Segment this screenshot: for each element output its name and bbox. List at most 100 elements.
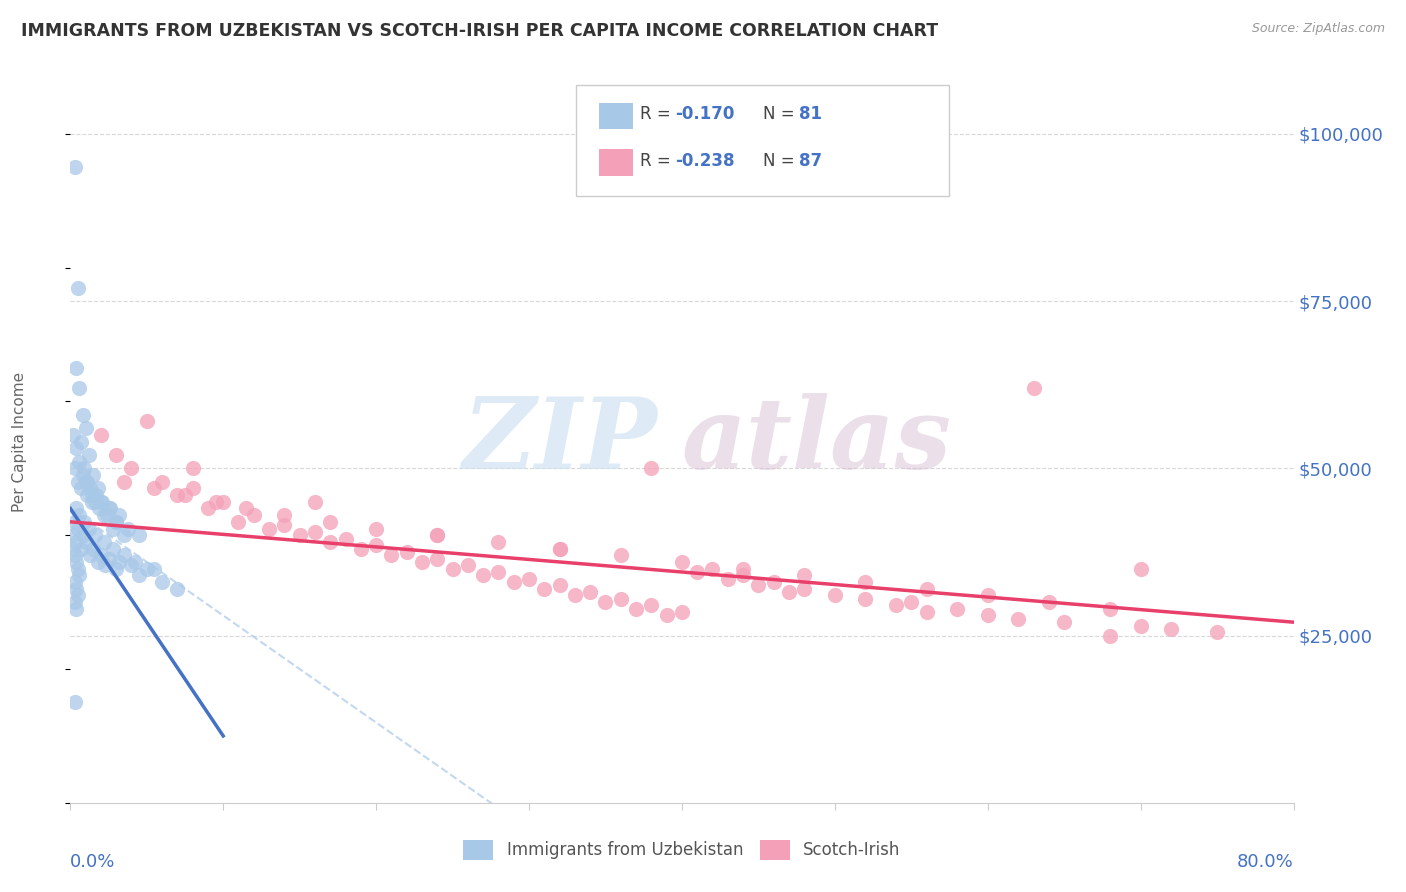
Point [411,555,433,569]
Text: 81: 81 [799,105,821,123]
Point [62,528,84,542]
Point [640,599,662,613]
Point [66,475,89,489]
Point [472,568,495,582]
Legend: Immigrants from Uzbekistan, Scotch-Irish: Immigrants from Uzbekistan, Scotch-Irish [457,833,907,867]
Point [731,568,754,582]
Point [366,521,388,535]
Point [150,475,173,489]
Point [98,501,121,516]
Point [793,568,815,582]
Point [82,467,104,482]
Point [143,562,166,576]
Point [135,562,157,576]
Text: -0.238: -0.238 [675,152,734,169]
Point [70,482,93,496]
Point [69,508,91,523]
Point [84,488,107,502]
Point [731,562,754,576]
Text: N =: N = [763,152,800,169]
Point [824,589,846,603]
Point [124,555,146,569]
Point [976,589,998,603]
Point [426,528,449,542]
Point [105,562,128,576]
Point [1129,562,1152,576]
Point [63,696,86,710]
Point [624,602,647,616]
Point [702,562,724,576]
Point [76,488,98,502]
Point [304,494,326,508]
Point [87,555,110,569]
Point [89,501,111,516]
Point [121,558,143,573]
Text: R =: R = [640,152,676,169]
Point [65,441,87,455]
Point [686,565,709,579]
Point [1007,612,1029,626]
Point [66,589,89,603]
Point [69,568,91,582]
Point [63,161,86,175]
Point [204,494,226,508]
Point [235,501,257,516]
Point [533,582,555,596]
Point [97,501,120,516]
Point [610,548,633,563]
Point [112,548,135,563]
Point [128,528,150,542]
Point [65,534,87,549]
Point [66,562,89,576]
Point [181,461,204,475]
Point [1099,628,1122,642]
Point [778,585,800,599]
Point [640,461,662,475]
Point [747,578,769,592]
Point [70,541,93,556]
Point [79,482,101,496]
Point [105,515,128,529]
Point [87,482,110,496]
Point [319,534,342,549]
Point [212,494,235,508]
Point [75,475,97,489]
Point [1206,625,1229,640]
Point [93,508,115,523]
Point [72,408,94,422]
Point [1099,602,1122,616]
Point [65,602,87,616]
Point [900,595,922,609]
Point [380,548,402,563]
Point [441,562,464,576]
Point [90,548,112,563]
Point [174,488,197,502]
Point [80,494,103,508]
Point [83,494,105,508]
Point [517,572,540,586]
Point [1022,381,1045,395]
Point [69,381,91,395]
Point [595,595,617,609]
Point [181,482,204,496]
Point [65,555,87,569]
Point [66,281,89,295]
Point [108,555,131,569]
Point [548,541,571,556]
Point [80,488,103,502]
Point [73,515,96,529]
Point [288,528,311,542]
Point [915,582,938,596]
Point [101,541,124,556]
Point [197,501,219,516]
Point [75,534,97,549]
Point [75,421,97,435]
Point [112,475,135,489]
Point [77,448,100,462]
Point [108,508,131,523]
Text: N =: N = [763,105,800,123]
Point [90,427,112,442]
Point [97,551,120,566]
Text: Per Capita Income: Per Capita Income [13,371,28,512]
Point [112,528,135,542]
